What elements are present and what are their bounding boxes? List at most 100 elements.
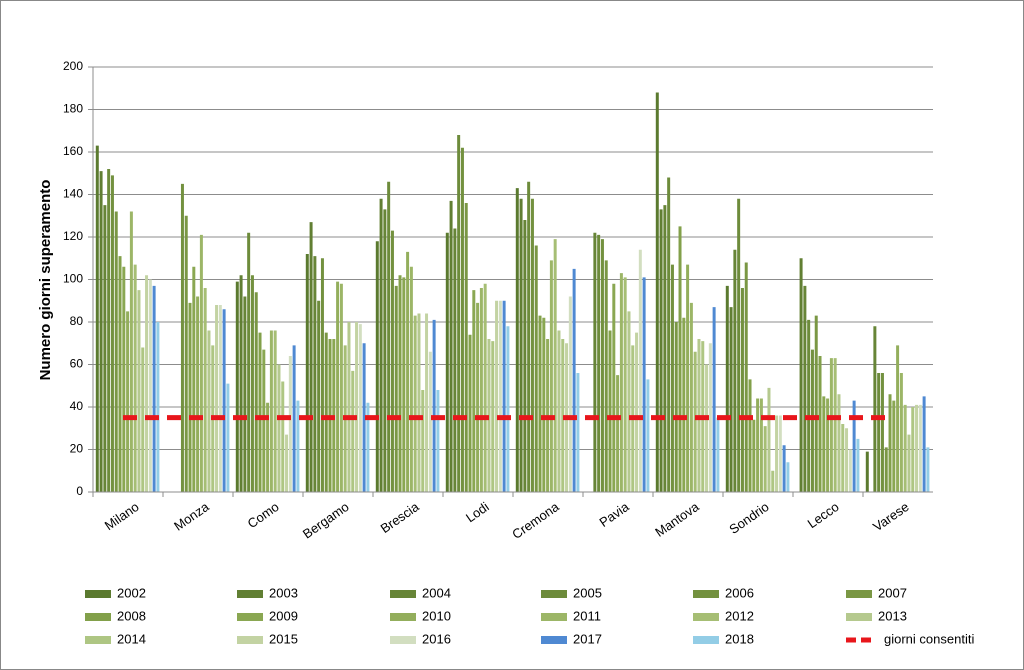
legend-swatch — [390, 636, 416, 644]
bar — [907, 434, 911, 492]
bar — [366, 402, 370, 492]
bar — [498, 300, 502, 492]
bar — [763, 426, 767, 492]
y-axis-label: Numero giorni superamento — [37, 180, 54, 381]
y-tick-label: 80 — [70, 314, 84, 328]
bar — [436, 390, 440, 492]
y-tick-label: 100 — [63, 272, 83, 286]
legend-swatch — [693, 636, 719, 644]
bar — [491, 341, 495, 492]
bar — [269, 330, 273, 492]
bar — [254, 292, 258, 492]
bar — [865, 451, 869, 492]
bar — [413, 315, 417, 492]
bar — [243, 296, 247, 492]
bar — [110, 175, 114, 492]
bar — [207, 330, 211, 492]
bar — [402, 277, 406, 492]
bar — [771, 470, 775, 492]
bar — [506, 326, 510, 492]
bar — [810, 349, 814, 492]
bar — [188, 302, 192, 492]
bar — [406, 251, 410, 492]
bar — [152, 285, 156, 492]
bar — [222, 309, 226, 492]
bar — [744, 262, 748, 492]
y-tick-label: 120 — [63, 229, 83, 243]
legend-label: giorni consentiti — [884, 631, 974, 646]
bar — [309, 222, 313, 492]
bar — [523, 220, 527, 492]
bar — [156, 322, 160, 492]
bar — [534, 245, 538, 492]
y-tick-label: 40 — [70, 399, 84, 413]
bar — [733, 249, 737, 492]
bar — [258, 332, 262, 492]
y-tick-label: 20 — [70, 442, 84, 456]
bar — [725, 285, 729, 492]
bar — [593, 232, 597, 492]
legend-label: 2014 — [117, 631, 146, 646]
bar — [689, 302, 693, 492]
bar — [712, 307, 716, 492]
bar — [320, 258, 324, 492]
bar — [122, 266, 126, 492]
bar — [918, 404, 922, 492]
bar — [568, 296, 572, 492]
bar — [317, 300, 321, 492]
y-tick-label: 0 — [76, 484, 83, 498]
legend-swatch — [85, 636, 111, 644]
bar — [635, 332, 639, 492]
bar — [394, 285, 398, 492]
bar — [542, 317, 546, 492]
bar — [449, 200, 453, 492]
bar — [103, 205, 107, 492]
bar — [464, 203, 468, 492]
bar — [468, 334, 472, 492]
bar — [659, 209, 663, 492]
bar — [133, 264, 137, 492]
bar — [218, 305, 222, 492]
y-tick-label: 140 — [63, 187, 83, 201]
bar — [239, 275, 243, 492]
bar — [383, 209, 387, 492]
bar — [926, 447, 930, 492]
bar — [549, 260, 553, 492]
bar — [453, 228, 457, 492]
bar — [530, 198, 534, 492]
bar — [896, 345, 900, 492]
bar — [192, 266, 196, 492]
bar — [196, 296, 200, 492]
bar — [432, 319, 436, 492]
bar — [915, 404, 919, 492]
legend-swatch — [693, 590, 719, 598]
bar — [667, 177, 671, 492]
bar — [460, 147, 464, 492]
bar — [141, 347, 145, 492]
bar — [682, 317, 686, 492]
bar — [642, 277, 646, 492]
bar — [841, 424, 845, 492]
bar — [678, 226, 682, 492]
bar — [807, 319, 811, 492]
bar — [922, 396, 926, 492]
y-tick-label: 180 — [63, 102, 83, 116]
bar — [527, 181, 531, 492]
legend-label: 2006 — [725, 585, 754, 600]
legend-swatch — [85, 613, 111, 621]
bar — [852, 400, 856, 492]
bar — [199, 234, 203, 492]
bar — [880, 373, 884, 492]
legend-label: 2009 — [269, 608, 298, 623]
bar — [375, 241, 379, 492]
bar — [95, 145, 99, 492]
bar — [215, 305, 219, 492]
bar — [884, 447, 888, 492]
bar — [818, 356, 822, 492]
bar — [553, 239, 557, 492]
legend-swatch — [237, 613, 263, 621]
bar — [292, 345, 296, 492]
bar — [425, 313, 429, 492]
